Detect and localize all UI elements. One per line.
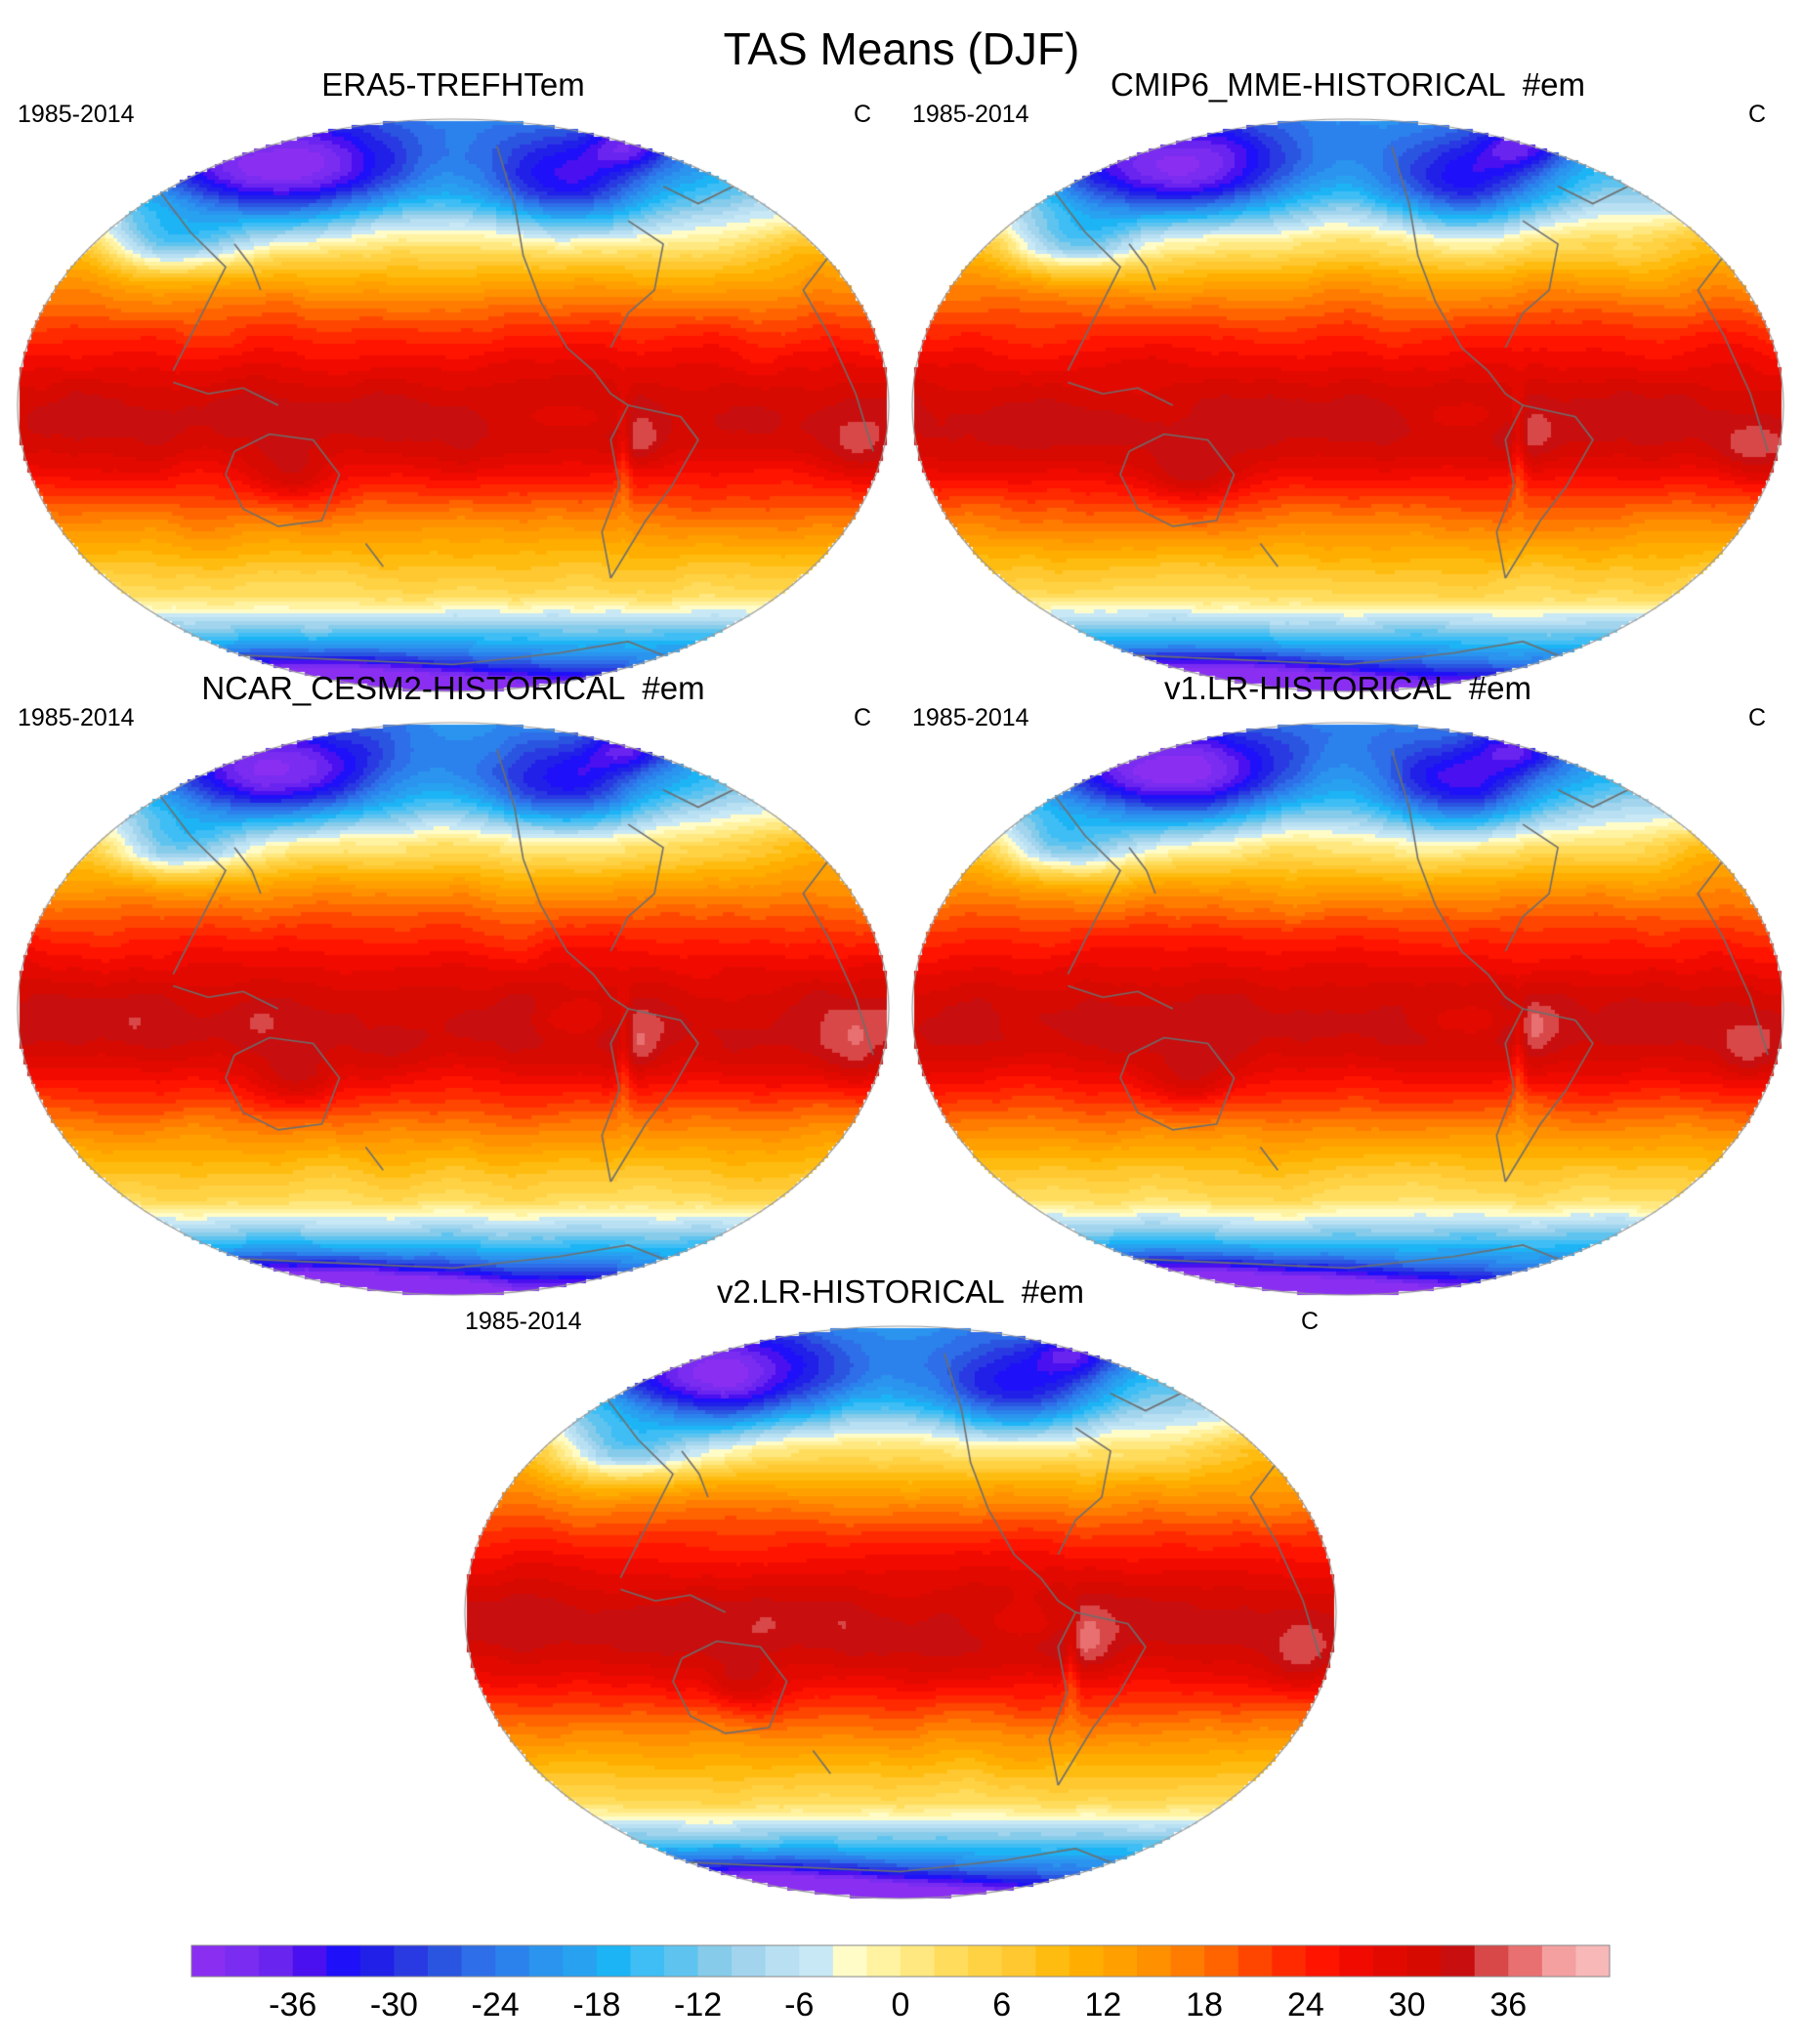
colorbar-swatch: [1137, 1945, 1171, 1977]
colorbar-swatch: [866, 1945, 902, 1977]
colorbar-swatch: [1103, 1945, 1138, 1977]
colorbar-swatch: [394, 1945, 429, 1977]
colorbar-swatch: [1170, 1945, 1205, 1977]
colorbar-swatch: [1406, 1945, 1442, 1977]
colorbar-swatch: [563, 1945, 598, 1977]
colorbar-swatch: [799, 1945, 834, 1977]
colorbar-swatch: [1272, 1945, 1307, 1977]
colorbar-swatch: [968, 1945, 1003, 1977]
colorbar-swatch: [1035, 1945, 1070, 1977]
colorbar-tick-label: -24: [472, 1986, 520, 2023]
colorbar-swatch: [359, 1945, 395, 1977]
colorbar-swatch: [461, 1945, 496, 1977]
panel-title: ERA5-TREFHTem: [321, 66, 585, 103]
colorbar-swatch: [732, 1945, 767, 1977]
colorbar-swatch: [1541, 1945, 1576, 1977]
panel-title: NCAR_CESM2-HISTORICAL #em: [201, 670, 705, 706]
colorbar-swatch: [1373, 1945, 1407, 1977]
colorbar-tick-label: 36: [1489, 1986, 1527, 2023]
panel-title: v1.LR-HISTORICAL #em: [1164, 670, 1531, 706]
panel-title: CMIP6_MME-HISTORICAL #em: [1111, 66, 1585, 103]
colorbar-swatch: [1069, 1945, 1104, 1977]
colorbar-tick-label: -6: [784, 1986, 814, 2023]
colorbar-swatch: [1305, 1945, 1340, 1977]
colorbar-swatch: [191, 1945, 226, 1977]
colorbar-tick-label: -18: [572, 1986, 620, 2023]
colorbar-swatch: [697, 1945, 733, 1977]
map-panel: ERA5-TREFHTem 1985-2014 C: [16, 66, 891, 699]
map-panel: CMIP6_MME-HISTORICAL #em 1985-2014 C: [910, 66, 1785, 699]
colorbar-swatch: [326, 1945, 361, 1977]
colorbar-swatch: [225, 1945, 260, 1977]
map-panel: v1.LR-HISTORICAL #em 1985-2014 C: [910, 670, 1785, 1303]
colorbar-swatch: [664, 1945, 698, 1977]
colorbar-tick-label: 18: [1186, 1986, 1223, 2023]
colorbar-swatch: [901, 1945, 935, 1977]
map-panel: NCAR_CESM2-HISTORICAL #em 1985-2014 C: [16, 670, 891, 1303]
colorbar-tick-label: 12: [1084, 1986, 1121, 2023]
colorbar-swatch: [1204, 1945, 1239, 1977]
colorbar-swatch: [630, 1945, 665, 1977]
temperature-map: [910, 117, 1785, 693]
colorbar-swatch: [1237, 1945, 1273, 1977]
colorbar-tick-label: -36: [269, 1986, 316, 2023]
colorbar-swatch: [528, 1945, 564, 1977]
figure-title: TAS Means (DJF): [723, 23, 1080, 74]
temperature-map: [463, 1324, 1338, 1900]
temperature-map: [16, 117, 891, 693]
panel-title: v2.LR-HISTORICAL #em: [717, 1273, 1084, 1310]
colorbar-swatch: [292, 1945, 327, 1977]
temperature-map: [16, 721, 891, 1297]
colorbar-swatch: [832, 1945, 867, 1977]
colorbar-swatch: [765, 1945, 800, 1977]
colorbar-outline: [190, 1944, 1611, 1978]
colorbar-tick-label: -30: [370, 1986, 418, 2023]
colorbar-swatch: [1575, 1945, 1611, 1977]
map-panel: v2.LR-HISTORICAL #em 1985-2014 C: [463, 1273, 1338, 1906]
colorbar-swatch: [934, 1945, 969, 1977]
colorbar-tick-label: 0: [892, 1986, 910, 2023]
colorbar-tick-label: 30: [1389, 1986, 1426, 2023]
colorbar-swatch: [1339, 1945, 1374, 1977]
colorbar-swatch: [1441, 1945, 1476, 1977]
colorbar-swatch: [1474, 1945, 1509, 1977]
colorbar-swatch: [1508, 1945, 1543, 1977]
colorbar-tick-label: 6: [992, 1986, 1011, 2023]
colorbar-swatch: [428, 1945, 462, 1977]
colorbar-swatch: [495, 1945, 530, 1977]
colorbar-swatch: [596, 1945, 631, 1977]
colorbar-tick-label: -12: [674, 1986, 722, 2023]
temperature-map: [910, 721, 1785, 1297]
colorbar-swatch: [1001, 1945, 1036, 1977]
colorbar-tick-label: 24: [1287, 1986, 1324, 2023]
colorbar-swatch: [259, 1945, 294, 1977]
